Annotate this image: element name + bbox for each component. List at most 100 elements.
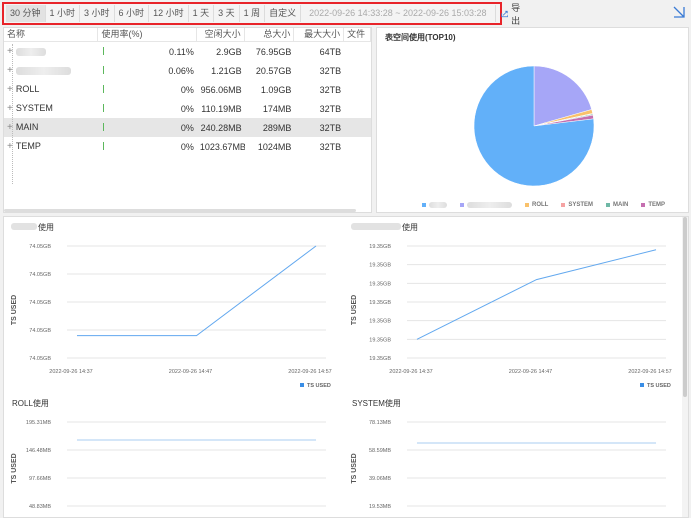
y-tick-label: 74.05GB [29,328,51,334]
table-row[interactable]: + TEMP 0% 1023.67MB 1024MB 32TB [4,137,371,156]
y-axis-label: TS USED [11,295,18,325]
y-tick-label: 19.53MB [369,504,391,510]
range-button[interactable]: 1 小时 [46,5,81,22]
x-tick-label: 2022-09-26 14:57 [628,369,671,375]
name-cell: + ROLL [4,84,98,95]
free-size: 110.19MB [201,103,242,114]
chart-title: 使用 [402,222,418,232]
usage-cell: 0% [98,141,196,152]
y-tick-label: 19.35GB [369,356,391,362]
usage-value: 0% [180,103,194,114]
y-tick-label: 74.05GB [29,300,51,306]
legend-label[interactable]: TS USED [647,383,671,389]
pie-slice[interactable] [473,65,595,187]
usage-bar [103,65,105,74]
redacted-name [15,66,71,75]
table-header: 名称 使用率(%) 空闲大小 总大小 最大大小 文件 [4,28,371,42]
column-header[interactable]: 文件 [344,28,371,41]
table-row[interactable]: + ROLL 0% 956.06MB 1.09GB 32TB [4,80,371,99]
total-size: 174MB [262,103,292,114]
collapse-icon[interactable] [673,6,685,18]
column-header[interactable]: 最大大小 [294,28,345,41]
table-row[interactable]: +0.06% 1.21GB 20.57GB 32TB [4,61,371,80]
export-label: 导出 [511,2,521,26]
legend-item[interactable] [422,202,447,208]
legend-label: ROLL [532,202,549,208]
vertical-scrollbar[interactable] [682,217,688,517]
usage-line-chart: 使用 TS USED 19.35GB 19.35GB 19.35GB 19.35GB 19.… [351,222,672,389]
name-cell: + SYSTEM [4,103,98,114]
legend-item[interactable]: MAIN [606,202,628,208]
name-cell: + TEMP [4,141,98,152]
usage-value: 0% [180,122,194,133]
y-tick-label: 58.59MB [369,448,391,454]
expand-icon[interactable]: + [7,103,13,114]
usage-cell: 0.06% [98,65,196,76]
usage-value: 0% [180,141,194,152]
export-icon [500,10,508,17]
redacted-title [351,223,401,230]
legend-swatch [640,383,644,387]
expand-icon[interactable]: + [7,122,13,133]
y-tick-label: 97.66MB [29,476,51,482]
max-size: 32TB [319,122,342,133]
legend-swatch [561,203,566,207]
usage-bar [103,46,105,55]
table-row[interactable]: +0.11% 2.9GB 76.95GB 64TB [4,42,371,61]
usage-cell: 0.11% [98,46,196,57]
legend-item[interactable]: ROLL [525,202,548,208]
name-cell: + [4,65,98,76]
range-button[interactable]: 1 天 [189,5,215,22]
pie-slice[interactable] [533,65,592,127]
range-button[interactable]: 3 天 [214,5,240,22]
max-size: 32TB [319,84,342,95]
x-tick-label: 2022-09-26 14:37 [389,369,432,375]
legend-label[interactable]: TS USED [307,383,331,389]
legend-swatch [422,203,426,207]
column-header[interactable]: 名称 [4,28,99,41]
free-size: 2.9GB [216,46,242,57]
y-tick-label: 19.35GB [369,319,391,325]
column-header[interactable]: 使用率(%) [98,28,197,41]
table-row[interactable]: + SYSTEM 0% 110.19MB 174MB 32TB [4,99,371,118]
table-row[interactable]: + MAIN 0% 240.28MB 289MB 32TB [4,118,371,137]
tree-line [12,44,13,184]
total-size: 289MB [262,122,292,133]
column-header[interactable]: 总大小 [245,28,295,41]
range-button[interactable]: 1 周 [240,5,266,22]
time-range-display[interactable]: 2022-09-26 14:33:28 ~ 2022-09-26 15:03:2… [301,5,496,22]
y-tick-label: 74.05GB [29,244,51,250]
tablespace-name: MAIN [15,122,39,132]
free-size: 1023.67MB [199,141,245,152]
expand-icon[interactable]: + [7,84,13,95]
y-tick-label: 19.35GB [369,244,391,250]
expand-icon[interactable]: + [7,46,13,57]
expand-icon[interactable]: + [7,65,13,76]
range-button[interactable]: 3 小时 [80,5,115,22]
column-header[interactable]: 空闲大小 [197,28,245,41]
chart-title: ROLL使用 [12,398,49,408]
export-button[interactable]: 导出 [496,1,529,27]
max-size: 32TB [319,141,342,152]
expand-icon[interactable]: + [7,141,13,152]
legend-label: TEMP [648,202,666,208]
legend-item[interactable]: TEMP [641,202,665,208]
usage-value: 0.11% [169,46,194,57]
pie-title: 表空间使用(TOP10) [385,33,456,42]
redacted-title [11,223,37,230]
range-button[interactable]: 自定义 [265,5,302,22]
total-size: 76.95GB [255,46,292,57]
legend-item[interactable]: SYSTEM [561,202,593,208]
range-button[interactable]: 12 小时 [149,5,189,22]
name-cell: + [4,46,98,57]
x-tick-label: 2022-09-26 14:37 [49,369,92,375]
legend-item[interactable] [460,202,512,208]
name-cell: + MAIN [4,122,98,133]
y-tick-label: 146.48MB [26,448,51,454]
usage-cell: 0% [98,103,196,114]
range-button[interactable]: 30 分钟 [6,5,46,22]
range-button[interactable]: 6 小时 [115,5,150,22]
horizontal-scrollbar[interactable] [4,209,356,212]
